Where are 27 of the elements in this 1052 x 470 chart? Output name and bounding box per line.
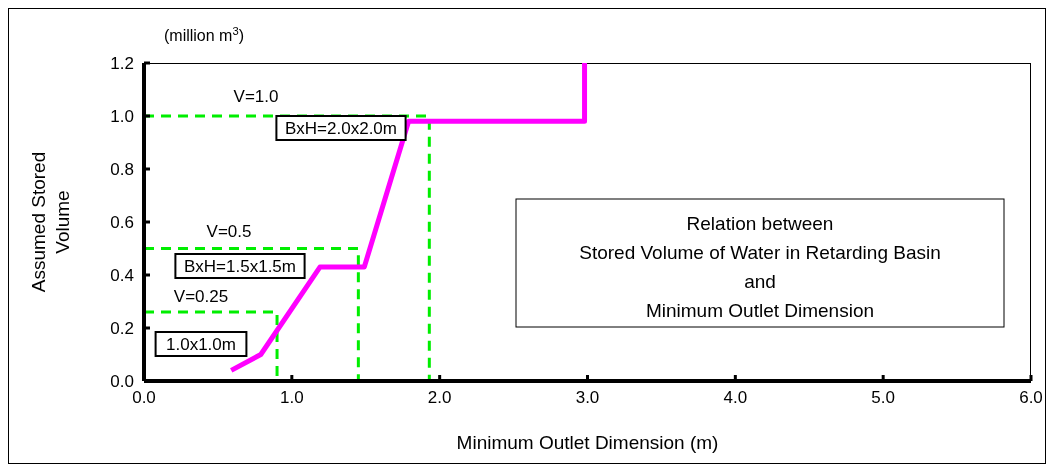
- y-tick-label: 0.8: [110, 160, 134, 180]
- y-tick-label: 0.6: [110, 213, 134, 233]
- text: (million m$^{3}$): [163, 25, 245, 44]
- x-tick-label: 1.0: [280, 388, 304, 408]
- annotation: V=0.5: [206, 222, 252, 241]
- text: Relation between Stored Volume of Water in Retarding Basin and Minimum Outlet Dimension: [579, 213, 941, 321]
- y-axis-title: Assumed Stored Volume: [28, 151, 73, 293]
- annotation: BxH=2.0x2.0m: [285, 119, 397, 138]
- x-tick-label: 6.0: [1019, 388, 1043, 408]
- x-tick-label: 2.0: [427, 388, 452, 408]
- y-tick-label: 1.2: [110, 54, 134, 74]
- annotation: 1.0x1.0m: [166, 335, 236, 354]
- x-axis-title: Minimum Outlet Dimension (m): [456, 432, 719, 453]
- y-tick-label: 0.0: [110, 372, 134, 392]
- x-tick-label: 4.0: [723, 388, 748, 408]
- y-tick-label: 0.4: [110, 266, 134, 286]
- x-tick-label: 3.0: [575, 388, 600, 408]
- label-box: BxH=1.5x1.5m: [174, 253, 306, 279]
- x-tick-label: 5.0: [871, 388, 895, 408]
- y-tick-label: 0.2: [110, 319, 134, 339]
- label-box: 1.0x1.0m: [154, 331, 248, 357]
- y-tick-label: 1.0: [110, 107, 134, 127]
- annotation: V=0.25: [173, 287, 229, 306]
- annotation: BxH=1.5x1.5m: [184, 257, 296, 276]
- label-box: BxH=2.0x2.0m: [275, 115, 407, 141]
- x-tick-label: 0.0: [132, 388, 156, 408]
- annotation: V=1.0: [233, 87, 279, 106]
